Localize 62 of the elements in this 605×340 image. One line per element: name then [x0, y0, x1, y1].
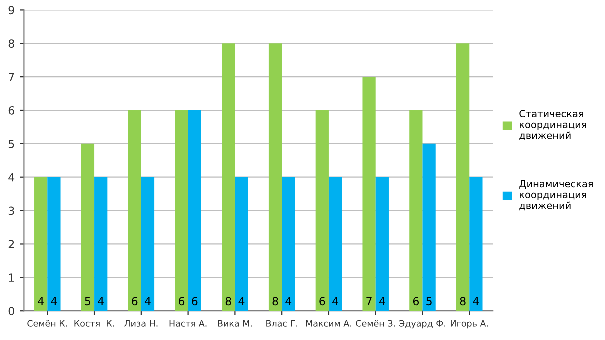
bar: [456, 44, 470, 312]
bar: [268, 44, 282, 312]
data-label: 4: [286, 297, 292, 306]
data-label: 6: [413, 297, 420, 306]
y-tick-label: 7: [9, 73, 14, 82]
bar: [34, 177, 48, 312]
data-label: 6: [320, 297, 326, 306]
bar: [422, 144, 436, 312]
data-label: 4: [98, 297, 104, 306]
data-label: 5: [426, 297, 432, 306]
bar: [141, 177, 155, 312]
y-tick-label: 4: [8, 173, 15, 182]
y-tick-label: 3: [8, 206, 14, 216]
y-tick-label: 6: [8, 106, 14, 115]
bar: [316, 110, 329, 312]
x-tick-label: Максим А.: [306, 320, 352, 327]
data-label: 5: [85, 297, 91, 306]
bar: [328, 177, 342, 312]
data-label: 8: [226, 297, 232, 306]
bar: [222, 44, 236, 312]
x-tick-label: Настя А.: [170, 320, 207, 327]
bar: [128, 110, 142, 312]
y-tick-label: 0: [8, 307, 14, 316]
data-label: 4: [238, 297, 245, 306]
y-tick-label: 2: [8, 240, 14, 248]
data-label: 6: [192, 297, 198, 306]
data-label: 4: [144, 297, 151, 306]
data-label: 4: [473, 297, 480, 306]
x-tick-label: Семён З.: [356, 320, 396, 327]
bar: [362, 77, 376, 312]
bar: [48, 177, 61, 312]
bar: [470, 177, 483, 312]
data-label: 7: [366, 297, 372, 306]
data-label: 6: [132, 297, 138, 306]
data-label: 4: [38, 297, 44, 306]
x-tick-label: Игорь А.: [451, 320, 488, 329]
bar: [94, 177, 108, 312]
data-label: 8: [272, 297, 278, 306]
data-label: 6: [178, 297, 185, 306]
y-tick-label: 1: [9, 274, 14, 282]
x-tick-label: Вика М.: [218, 320, 252, 327]
x-tick-label: Костя К.: [74, 320, 114, 327]
y-tick-label: 8: [8, 40, 14, 48]
data-label: 4: [379, 297, 386, 306]
y-tick-label: 9: [8, 6, 14, 15]
x-tick-label: Семён К.: [28, 320, 68, 327]
bar: [175, 110, 188, 312]
x-tick-label: Эдуард Ф.: [400, 320, 446, 329]
data-label: 4: [332, 297, 338, 306]
bar: [410, 110, 423, 312]
legend-label: Статическая координация движений: [520, 110, 586, 141]
bar: [376, 177, 389, 312]
y-tick-label: 5: [8, 140, 14, 148]
data-label: 8: [460, 297, 466, 306]
bar: [235, 177, 248, 312]
x-tick-label: Лиза Н.: [124, 320, 158, 327]
bar: [188, 110, 202, 312]
legend-label: Динамическая координация движений: [520, 180, 593, 211]
data-label: 4: [51, 297, 58, 306]
bar: [282, 177, 296, 312]
x-tick-label: Влас Г.: [266, 320, 298, 327]
bar: [81, 144, 95, 312]
